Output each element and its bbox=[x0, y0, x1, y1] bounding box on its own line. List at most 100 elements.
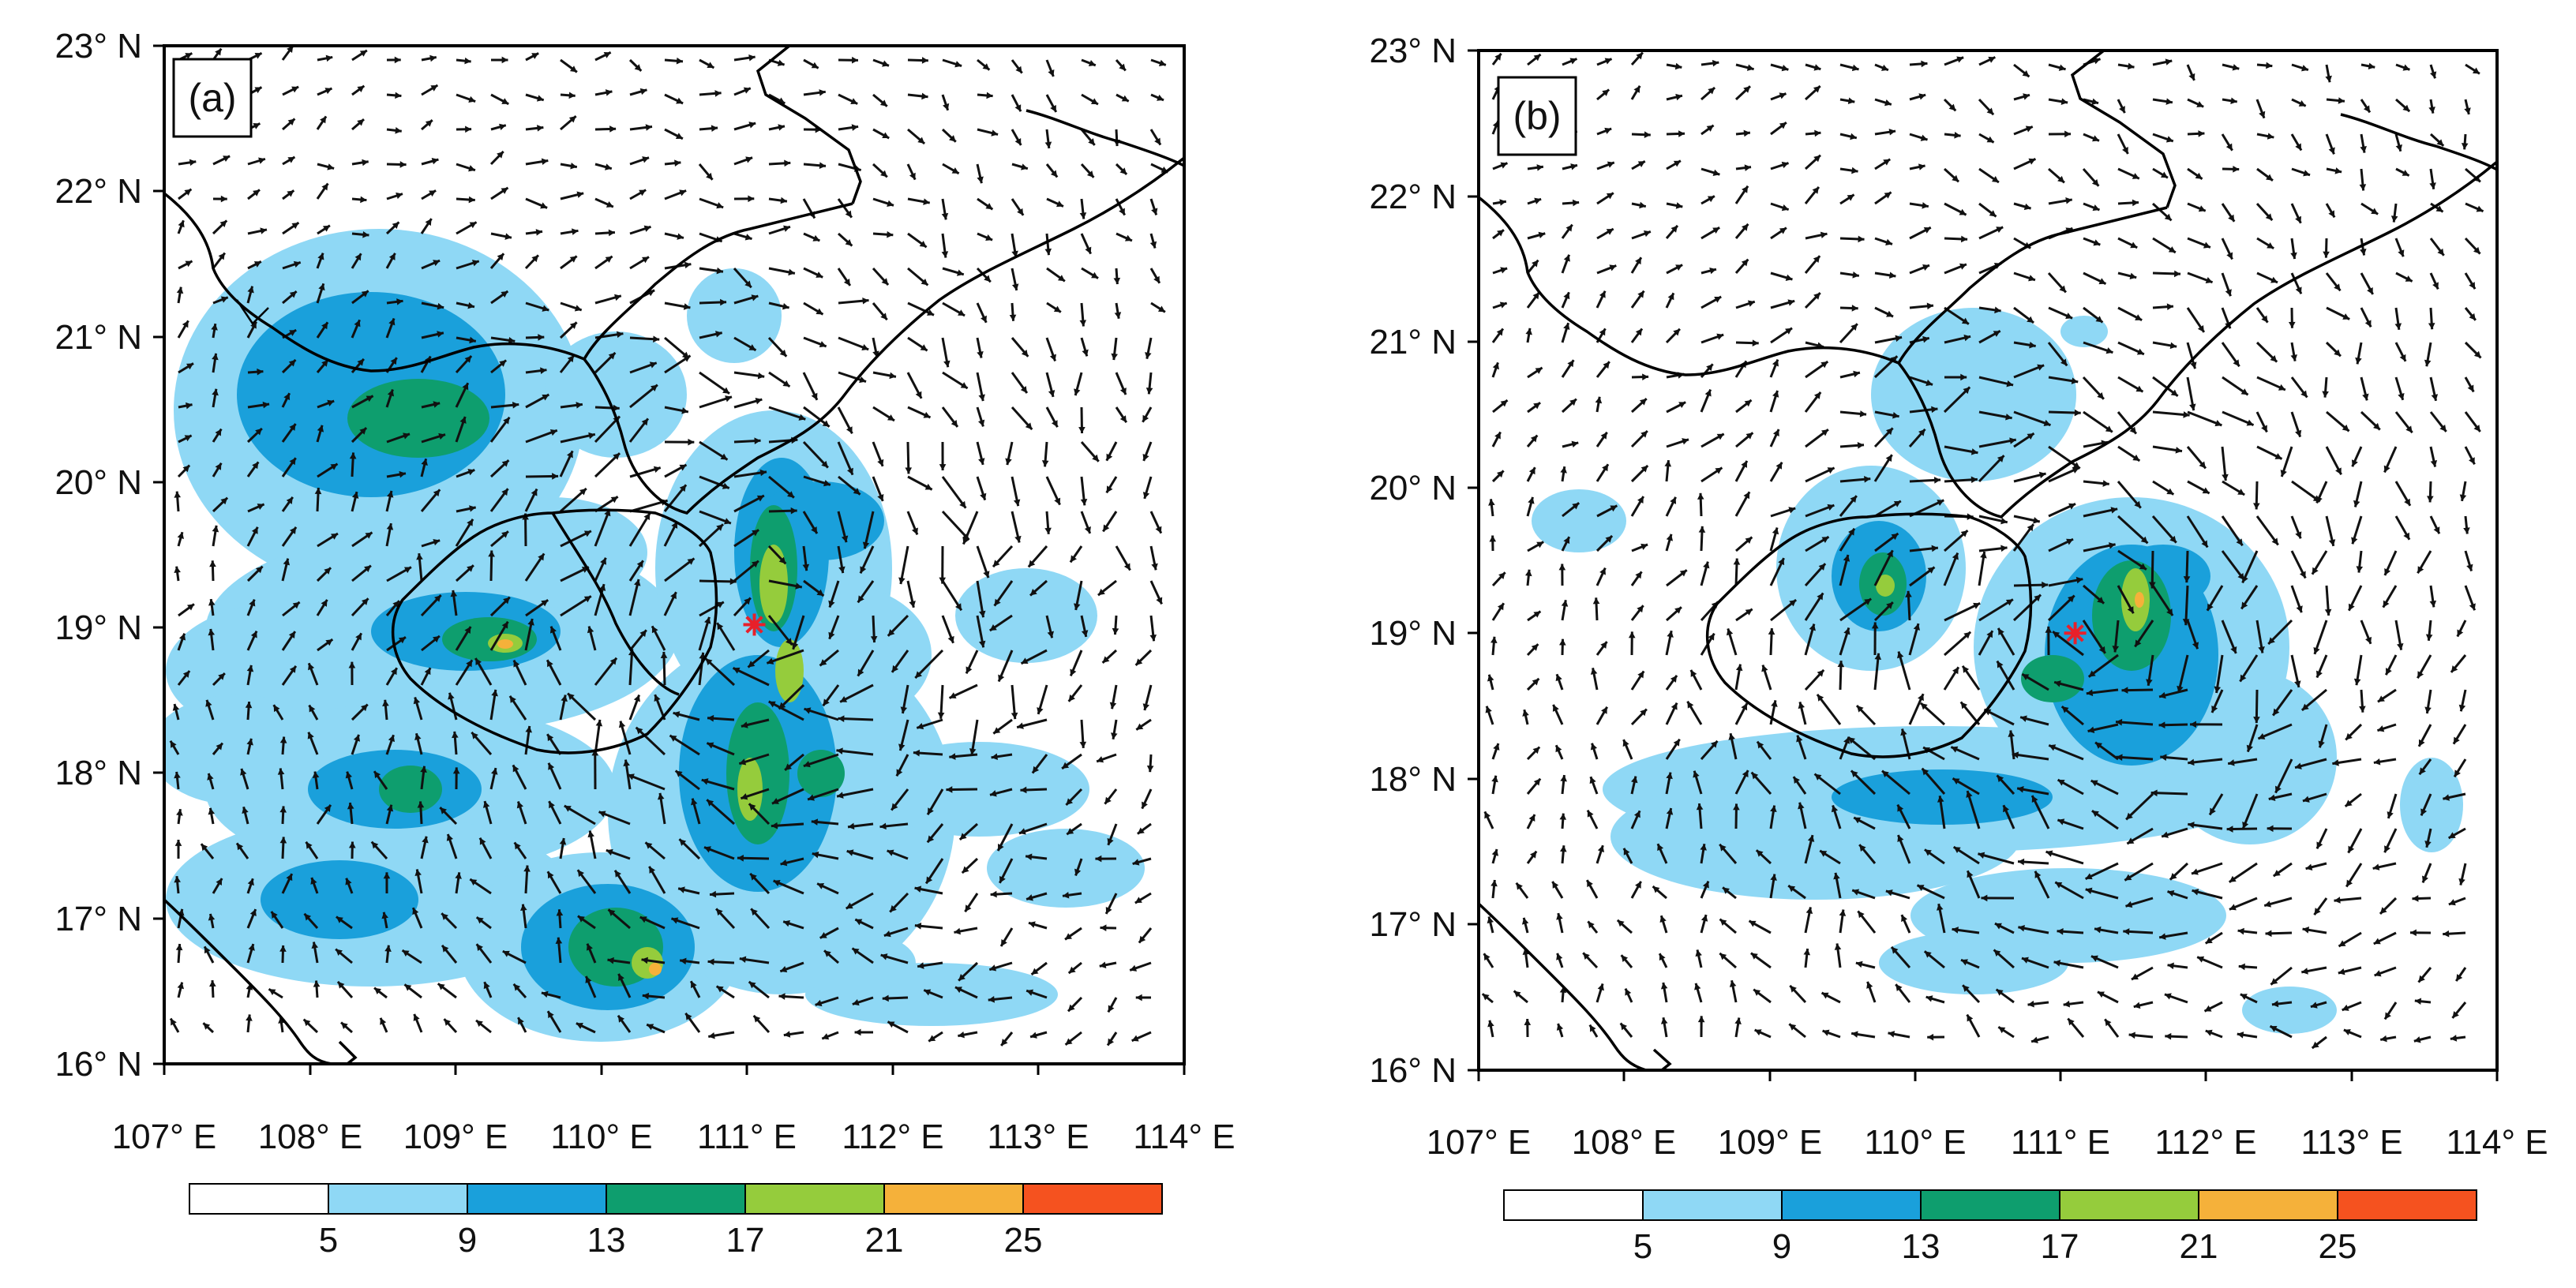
wind-vector-head bbox=[1664, 460, 1671, 466]
colorbar-label: 5 bbox=[1633, 1227, 1652, 1266]
wind-vector-head bbox=[360, 197, 366, 204]
wind-vector-head bbox=[2064, 131, 2071, 138]
panel-b-lon-label: 114° E bbox=[2446, 1123, 2548, 1162]
wind-vector-head bbox=[175, 840, 182, 846]
panel-a-lat-label: 20° N bbox=[54, 463, 142, 502]
panel-a-lat-label: 19° N bbox=[54, 608, 142, 647]
wind-vector-head bbox=[2266, 930, 2272, 937]
wind-vector-head bbox=[2463, 527, 2470, 534]
wind-vector-head bbox=[2165, 1033, 2171, 1040]
panel-b-label-box: (b) bbox=[1498, 77, 1576, 155]
panel-b-lon-label: 111° E bbox=[2011, 1123, 2110, 1162]
panel-a-lon-label: 113° E bbox=[987, 1118, 1089, 1156]
colorbar-swatch bbox=[467, 1184, 606, 1214]
wind-vector-head bbox=[2266, 62, 2272, 69]
wind-vector-head bbox=[1489, 535, 1496, 541]
panel-a-lat-label: 23° N bbox=[54, 27, 142, 66]
colorbar-label: 21 bbox=[865, 1221, 904, 1260]
wind-vector-head bbox=[2412, 895, 2418, 902]
panel-b: (b) 23° N 22° N 21° N 20° N 19° N 18° N … bbox=[1369, 32, 2548, 1266]
colorbar-swatch bbox=[745, 1184, 884, 1214]
panel-a-lon-label: 109° E bbox=[403, 1118, 508, 1156]
panel-a-label-box: (a) bbox=[174, 59, 251, 137]
panel-b-label: (b) bbox=[1513, 94, 1561, 138]
wind-vector-head bbox=[2102, 480, 2109, 487]
wind-vector-head bbox=[568, 92, 575, 99]
wind-vector-head bbox=[1644, 131, 1651, 138]
wind-vector-head bbox=[986, 92, 992, 99]
wind-vector-head bbox=[855, 1029, 861, 1036]
wind-vector-head bbox=[209, 560, 216, 567]
wind-vector-head bbox=[1814, 130, 1820, 137]
wind-vector-head bbox=[1079, 320, 1086, 326]
wind-vector-head bbox=[2198, 130, 2204, 137]
panel-b-lat-label: 20° N bbox=[1369, 469, 1457, 507]
wind-vector-head bbox=[714, 90, 721, 97]
wind-vector-head bbox=[1112, 628, 1119, 635]
wind-vector-head bbox=[395, 92, 401, 99]
panel-b-lat-label: 18° N bbox=[1369, 760, 1457, 799]
panel-b-lon-labels: 107° E 108° E 109° E 110° E 111° E 112° … bbox=[1427, 1123, 2548, 1162]
colorbar-label: 21 bbox=[2180, 1227, 2218, 1266]
panel-a: (a) 23° N 22° N 21° N 20° N 19° N 18° N … bbox=[54, 27, 1235, 1260]
wind-vector-head bbox=[1934, 477, 1940, 484]
wind-vector-head bbox=[784, 160, 790, 167]
wind-vector-head bbox=[464, 58, 471, 65]
colorbar-swatch bbox=[1782, 1190, 1921, 1220]
wind-vector-head bbox=[653, 335, 659, 343]
wind-vector-head bbox=[1927, 303, 1933, 310]
panel-b-lon-label: 108° E bbox=[1572, 1123, 1677, 1162]
colorbar-swatch bbox=[1504, 1190, 1643, 1220]
wind-vector-head bbox=[2410, 930, 2417, 937]
wind-vector-head bbox=[2443, 930, 2449, 938]
panel-a-lat-label: 17° N bbox=[54, 900, 142, 938]
wind-vector-head bbox=[674, 159, 681, 167]
wind-vector-head bbox=[1768, 628, 1775, 635]
wind-vector-head bbox=[1858, 236, 1864, 243]
wind-vector-head bbox=[1753, 339, 1759, 346]
wind-vector-head bbox=[1147, 766, 1154, 772]
panel-a-lon-labels: 107° E 108° E 109° E 110° E 111° E 112° … bbox=[112, 1118, 1236, 1156]
wind-vector-head bbox=[2075, 410, 2081, 417]
panel-b-lat-label: 22° N bbox=[1369, 178, 1457, 216]
wind-vector-head bbox=[887, 231, 893, 238]
wind-vector-head bbox=[1927, 1034, 1933, 1041]
wind-vector-head bbox=[1921, 61, 1927, 68]
panel-a-lon-label: 111° E bbox=[697, 1118, 797, 1156]
wind-vector-head bbox=[1560, 775, 1567, 781]
wind-vector-head bbox=[1559, 639, 1566, 646]
wind-vector-head bbox=[1079, 742, 1086, 748]
wind-vector-head bbox=[1042, 460, 1049, 466]
wind-vector-head bbox=[1860, 410, 1866, 417]
wind-vector-head bbox=[2222, 474, 2229, 481]
wind-vector-head bbox=[991, 891, 997, 898]
panel-a-storm-center bbox=[744, 613, 766, 635]
colorbar-swatch bbox=[1921, 1190, 2060, 1220]
panel-a-lon-label: 110° E bbox=[550, 1118, 652, 1156]
wind-vector-head bbox=[2334, 897, 2340, 904]
wind-vector-head bbox=[2253, 503, 2260, 509]
colorbar-label: 9 bbox=[1772, 1227, 1791, 1266]
panel-b-lon-label: 107° E bbox=[1427, 1123, 1532, 1162]
wind-vector-head bbox=[400, 161, 407, 168]
wind-vector-head bbox=[1559, 564, 1566, 570]
colorbar-label: 25 bbox=[2319, 1227, 2357, 1266]
wind-vector-head bbox=[1525, 570, 1532, 576]
wind-vector-head bbox=[1642, 373, 1648, 380]
wind-vector-head bbox=[1114, 278, 1121, 284]
colorbar-label: 9 bbox=[458, 1221, 477, 1260]
wind-vector-head bbox=[2167, 303, 2173, 310]
panel-b-lat-label: 17° N bbox=[1369, 905, 1457, 944]
colorbar-swatch bbox=[2338, 1190, 2477, 1220]
wind-vector-head bbox=[2018, 859, 2024, 866]
wind-vector-head bbox=[1744, 130, 1750, 137]
wind-vector-head bbox=[922, 57, 928, 64]
panel-b-lat-label: 16° N bbox=[1369, 1051, 1457, 1090]
wind-vector-head bbox=[2289, 322, 2296, 328]
colorbar-label: 17 bbox=[726, 1221, 765, 1260]
wind-vector-head bbox=[1697, 493, 1704, 500]
wind-vector-head bbox=[1524, 1019, 1531, 1025]
wind-vector-head bbox=[939, 464, 947, 470]
wind-vector-head bbox=[1559, 814, 1566, 820]
wind-vector-head bbox=[469, 197, 475, 204]
